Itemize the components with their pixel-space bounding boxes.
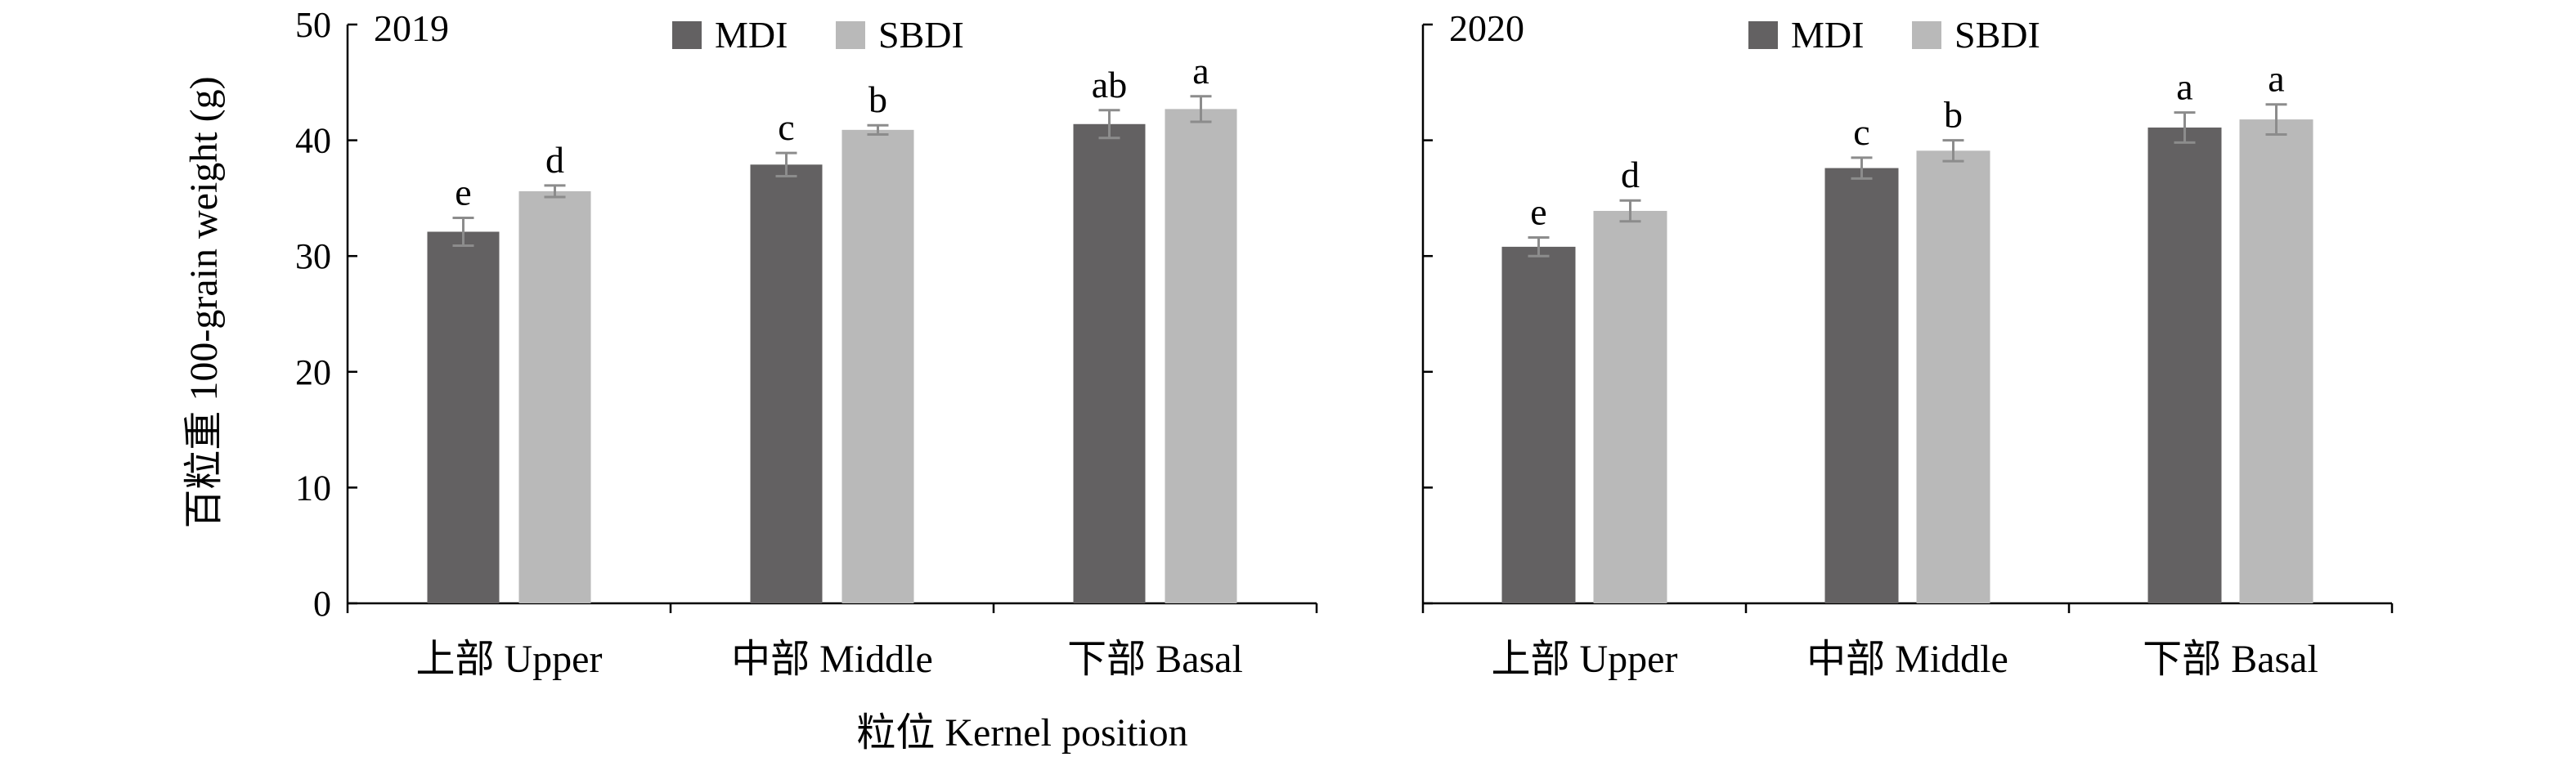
legend-label: MDI bbox=[1791, 14, 1864, 56]
legend-label: MDI bbox=[715, 14, 788, 56]
significance-letter: ab bbox=[1092, 64, 1127, 105]
x-tick-label: 下部 Basal bbox=[1067, 638, 1243, 681]
bar bbox=[1916, 150, 1990, 603]
bar bbox=[1824, 168, 1899, 604]
legend-swatch bbox=[672, 21, 702, 49]
panel-2020: 上部 Upper 中部 Middle 下部 Basal e c a d b a 2020 MDI SB… bbox=[1421, 7, 2394, 681]
bar bbox=[1165, 109, 1237, 604]
x-axis-title: 粒位 Kernel position bbox=[856, 711, 1187, 755]
bar bbox=[2147, 128, 2222, 604]
y-axis-title: 百粒重 100-grain weight (g) bbox=[182, 76, 226, 528]
x-tick-label: 中部 Middle bbox=[1806, 638, 2008, 681]
x-tick-label: 上部 Upper bbox=[1492, 638, 1678, 681]
bar bbox=[2239, 119, 2313, 603]
bar bbox=[1593, 210, 1667, 603]
bar bbox=[750, 164, 823, 603]
y-tick-label: 10 bbox=[295, 468, 331, 508]
bar bbox=[518, 190, 591, 604]
significance-letter: e bbox=[455, 171, 471, 213]
x-tick-label: 下部 Basal bbox=[2143, 638, 2318, 681]
significance-letter: c bbox=[1853, 111, 1869, 153]
legend-swatch bbox=[1748, 21, 1778, 49]
legend-swatch bbox=[1912, 21, 1941, 49]
significance-letter: d bbox=[1621, 154, 1640, 195]
y-tick-label: 50 bbox=[295, 5, 331, 45]
x-tick-label: 上部 Upper bbox=[416, 638, 603, 681]
significance-letter: a bbox=[2268, 58, 2284, 100]
legend-swatch bbox=[836, 21, 865, 49]
legend-label: SBDI bbox=[878, 14, 964, 56]
y-tick-label: 30 bbox=[295, 236, 331, 276]
y-tick-label: 0 bbox=[313, 584, 331, 624]
y-tick-label: 20 bbox=[295, 352, 331, 392]
legend-label: SBDI bbox=[1954, 14, 2040, 56]
bar bbox=[841, 129, 914, 603]
significance-letter: a bbox=[1192, 50, 1209, 92]
significance-letter: e bbox=[1530, 191, 1546, 233]
panel-year-label: 2020 bbox=[1449, 7, 1524, 49]
x-tick-label: 中部 Middle bbox=[731, 638, 933, 681]
bar bbox=[1073, 123, 1146, 603]
panel-year-label: 2019 bbox=[374, 7, 449, 49]
bar bbox=[427, 231, 500, 603]
significance-letter: d bbox=[545, 139, 564, 181]
bar bbox=[1501, 246, 1576, 603]
significance-letter: c bbox=[778, 106, 794, 148]
significance-letter: b bbox=[868, 78, 887, 120]
significance-letter: b bbox=[1944, 94, 1963, 136]
significance-letter: a bbox=[2176, 66, 2192, 108]
y-tick-label: 40 bbox=[295, 121, 331, 161]
